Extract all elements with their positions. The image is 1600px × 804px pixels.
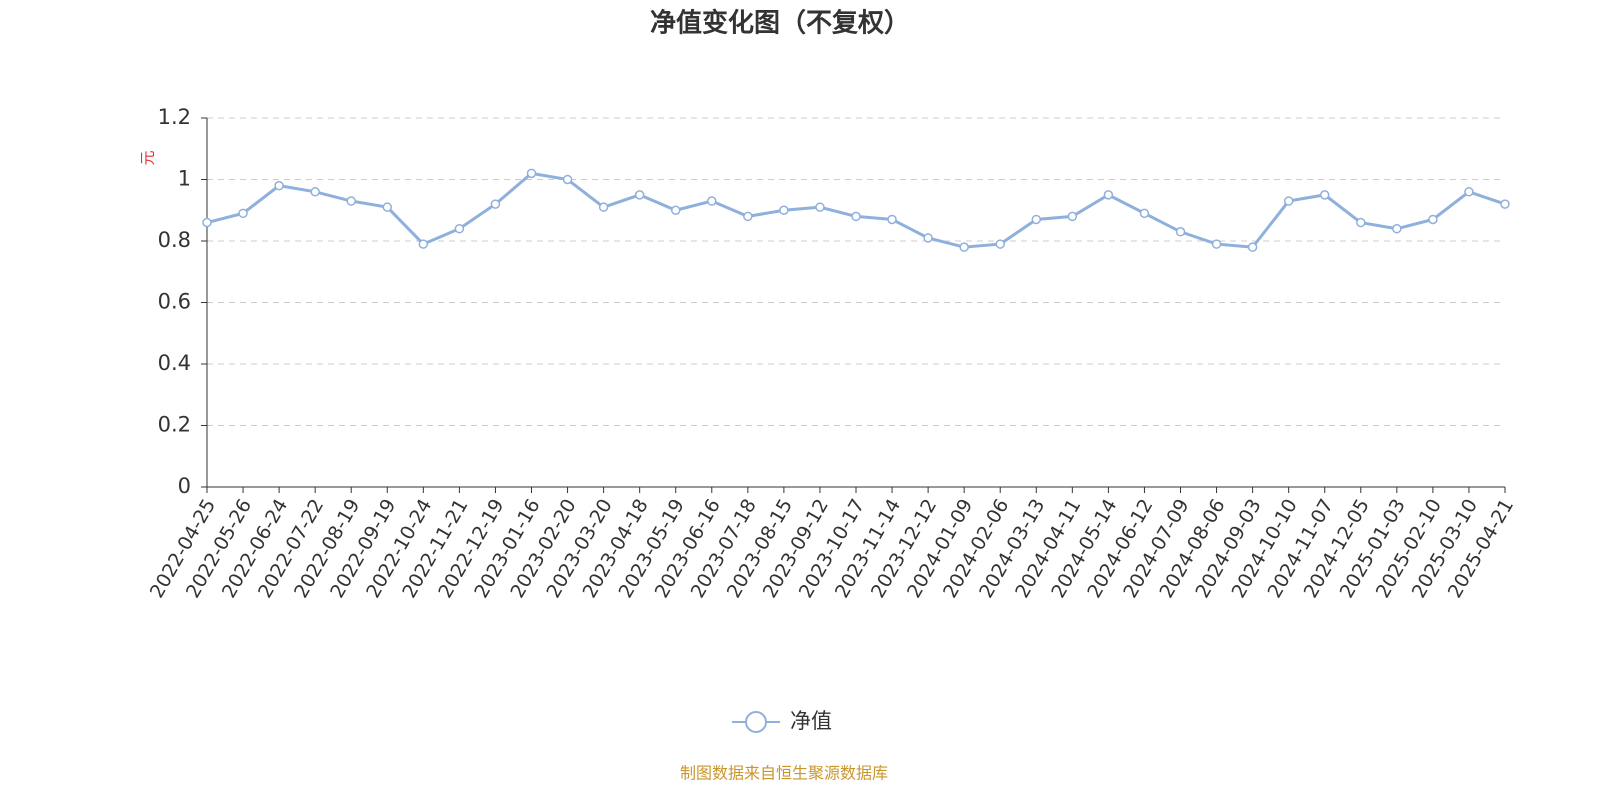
- point: [382, 202, 393, 212]
- point: [1247, 242, 1258, 252]
- y-tick-label: 1.2: [158, 105, 191, 129]
- point: [1031, 214, 1042, 225]
- point: [1428, 214, 1438, 225]
- point: [743, 211, 753, 222]
- chart-title: 净值变化图（不复权）: [650, 8, 910, 39]
- point: [1067, 211, 1078, 222]
- point: [670, 205, 681, 215]
- line: [206, 171, 1506, 249]
- y-tick-label: 0: [178, 474, 191, 498]
- point: [490, 199, 501, 209]
- point: [454, 223, 465, 234]
- y-tick-label: 1: [178, 167, 191, 191]
- point: [1139, 208, 1150, 219]
- point: [779, 205, 789, 215]
- point: [274, 180, 284, 191]
- point: [1211, 239, 1222, 249]
- point: [418, 239, 429, 249]
- point: [1103, 190, 1114, 200]
- y-tick-label: 0.8: [158, 228, 191, 252]
- y-tick-label: 0.4: [158, 351, 191, 375]
- point: [634, 190, 645, 200]
- point: [238, 208, 248, 219]
- point: [1356, 217, 1366, 228]
- point: [310, 187, 320, 197]
- point: [995, 239, 1005, 249]
- source-note: 制图数据来自恒生聚源数据库: [680, 764, 888, 783]
- y-axis-label: 元: [139, 150, 157, 165]
- point: [887, 214, 897, 225]
- point: [562, 174, 573, 185]
- legend-label: 净值: [790, 709, 832, 733]
- point: [598, 202, 609, 212]
- point: [707, 196, 717, 206]
- point: [526, 168, 537, 179]
- point: [1392, 223, 1402, 234]
- point: [346, 196, 356, 206]
- point: [1175, 227, 1186, 237]
- legend-marker: [745, 711, 767, 733]
- point: [923, 233, 933, 243]
- point: [1283, 196, 1294, 206]
- point: [1500, 199, 1510, 209]
- point: [202, 217, 212, 228]
- point: [851, 211, 861, 222]
- point: [1464, 187, 1474, 197]
- point: [815, 202, 825, 212]
- point: [959, 242, 969, 252]
- y-tick-label: 0.2: [158, 413, 191, 437]
- y-tick-label: 0.6: [158, 290, 191, 314]
- point: [1319, 190, 1330, 200]
